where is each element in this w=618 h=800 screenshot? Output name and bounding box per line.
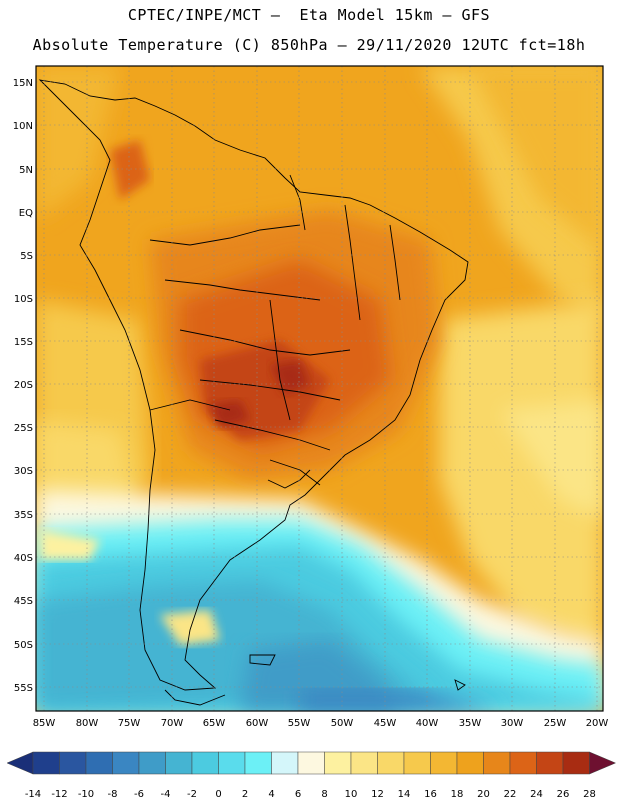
legend-tick: 4: [268, 789, 274, 800]
map-title-line-2: Absolute Temperature (C) 850hPa – 29/11/…: [32, 36, 586, 54]
lon-label: 80W: [76, 718, 99, 729]
legend-tick: 10: [345, 789, 358, 800]
legend-swatch: [536, 751, 564, 775]
lat-label: EQ: [19, 208, 33, 219]
legend-swatch: [244, 751, 272, 775]
lat-label: 30S: [14, 466, 33, 477]
map-frame: [35, 65, 604, 712]
legend-swatch: [377, 751, 405, 775]
temperature-map: 15N 10N 5N EQ 5S 10S 15S 20S 25S 30S 35S…: [13, 65, 609, 729]
lat-label: 45S: [14, 596, 33, 607]
color-legend-swatches: [6, 751, 617, 775]
legend-swatch: [218, 751, 246, 775]
legend-swatch: [456, 751, 484, 775]
legend-tick: 24: [530, 789, 543, 800]
lon-label: 60W: [246, 718, 269, 729]
legend-swatch: [59, 751, 87, 775]
lat-label: 15S: [14, 337, 33, 348]
legend-tick: 20: [477, 789, 490, 800]
legend-high-arrow: [589, 751, 617, 775]
lon-label: 30W: [501, 718, 524, 729]
legend-tick: 6: [295, 789, 301, 800]
legend-tick: 26: [557, 789, 570, 800]
legend-swatch: [562, 751, 590, 775]
lat-label: 10S: [14, 294, 33, 305]
lat-label: 25S: [14, 423, 33, 434]
legend-swatch: [85, 751, 113, 775]
legend-swatch: [483, 751, 511, 775]
lon-label: 45W: [374, 718, 397, 729]
legend-swatch: [112, 751, 140, 775]
legend-tick: 8: [321, 789, 327, 800]
longitude-labels: 85W 80W 75W 70W 65W 60W 55W 50W 45W 40W …: [33, 718, 609, 729]
lon-label: 70W: [161, 718, 184, 729]
lon-label: 35W: [459, 718, 482, 729]
legend-tick: -2: [187, 789, 197, 800]
lat-label: 15N: [13, 78, 33, 89]
lat-label: 40S: [14, 553, 33, 564]
lon-label: 20W: [586, 718, 609, 729]
legend-tick: 12: [371, 789, 384, 800]
legend-tick: 16: [424, 789, 437, 800]
legend-low-arrow: [6, 751, 34, 775]
color-legend-ticks: -14 -12 -10 -8 -6 -4 -2 0 2 4 6 8 10 12 …: [25, 789, 596, 800]
grid-lines: [36, 66, 603, 711]
legend-swatch: [403, 751, 431, 775]
coastlines-and-borders: [38, 79, 469, 706]
lat-label: 50S: [14, 640, 33, 651]
temperature-field: [36, 66, 603, 711]
lat-label: 55S: [14, 683, 33, 694]
legend-tick: 18: [451, 789, 464, 800]
legend-tick: -6: [134, 789, 144, 800]
map-title-line-1: CPTEC/INPE/MCT – Eta Model 15km – GFS: [127, 6, 491, 24]
lat-label: 20S: [14, 380, 33, 391]
lon-label: 75W: [118, 718, 141, 729]
lat-label: 35S: [14, 510, 33, 521]
latitude-labels: 15N 10N 5N EQ 5S 10S 15S 20S 25S 30S 35S…: [13, 78, 33, 694]
legend-tick: -4: [161, 789, 171, 800]
legend-swatch: [297, 751, 325, 775]
lon-label: 55W: [288, 718, 311, 729]
lat-label: 5S: [20, 251, 33, 262]
legend-tick: -10: [78, 789, 94, 800]
lon-label: 25W: [544, 718, 567, 729]
legend-swatch: [430, 751, 458, 775]
legend-tick: 28: [583, 789, 596, 800]
legend-tick: -12: [51, 789, 67, 800]
color-legend: -14 -12 -10 -8 -6 -4 -2 0 2 4 6 8 10 12 …: [6, 751, 617, 800]
legend-swatch: [324, 751, 352, 775]
legend-tick: 2: [242, 789, 248, 800]
lon-label: 40W: [416, 718, 439, 729]
lat-label: 5N: [19, 165, 33, 176]
legend-swatch: [165, 751, 193, 775]
legend-swatch: [32, 751, 60, 775]
legend-swatch: [191, 751, 219, 775]
legend-tick: 0: [215, 789, 221, 800]
lon-label: 85W: [33, 718, 56, 729]
lon-label: 50W: [331, 718, 354, 729]
legend-swatch: [271, 751, 299, 775]
lat-label: 10N: [13, 121, 33, 132]
legend-swatch: [138, 751, 166, 775]
legend-tick: 14: [398, 789, 411, 800]
lon-label: 65W: [203, 718, 226, 729]
legend-tick: -8: [108, 789, 118, 800]
legend-tick: -14: [25, 789, 41, 800]
legend-swatch: [509, 751, 537, 775]
legend-tick: 22: [504, 789, 517, 800]
legend-swatch: [350, 751, 378, 775]
